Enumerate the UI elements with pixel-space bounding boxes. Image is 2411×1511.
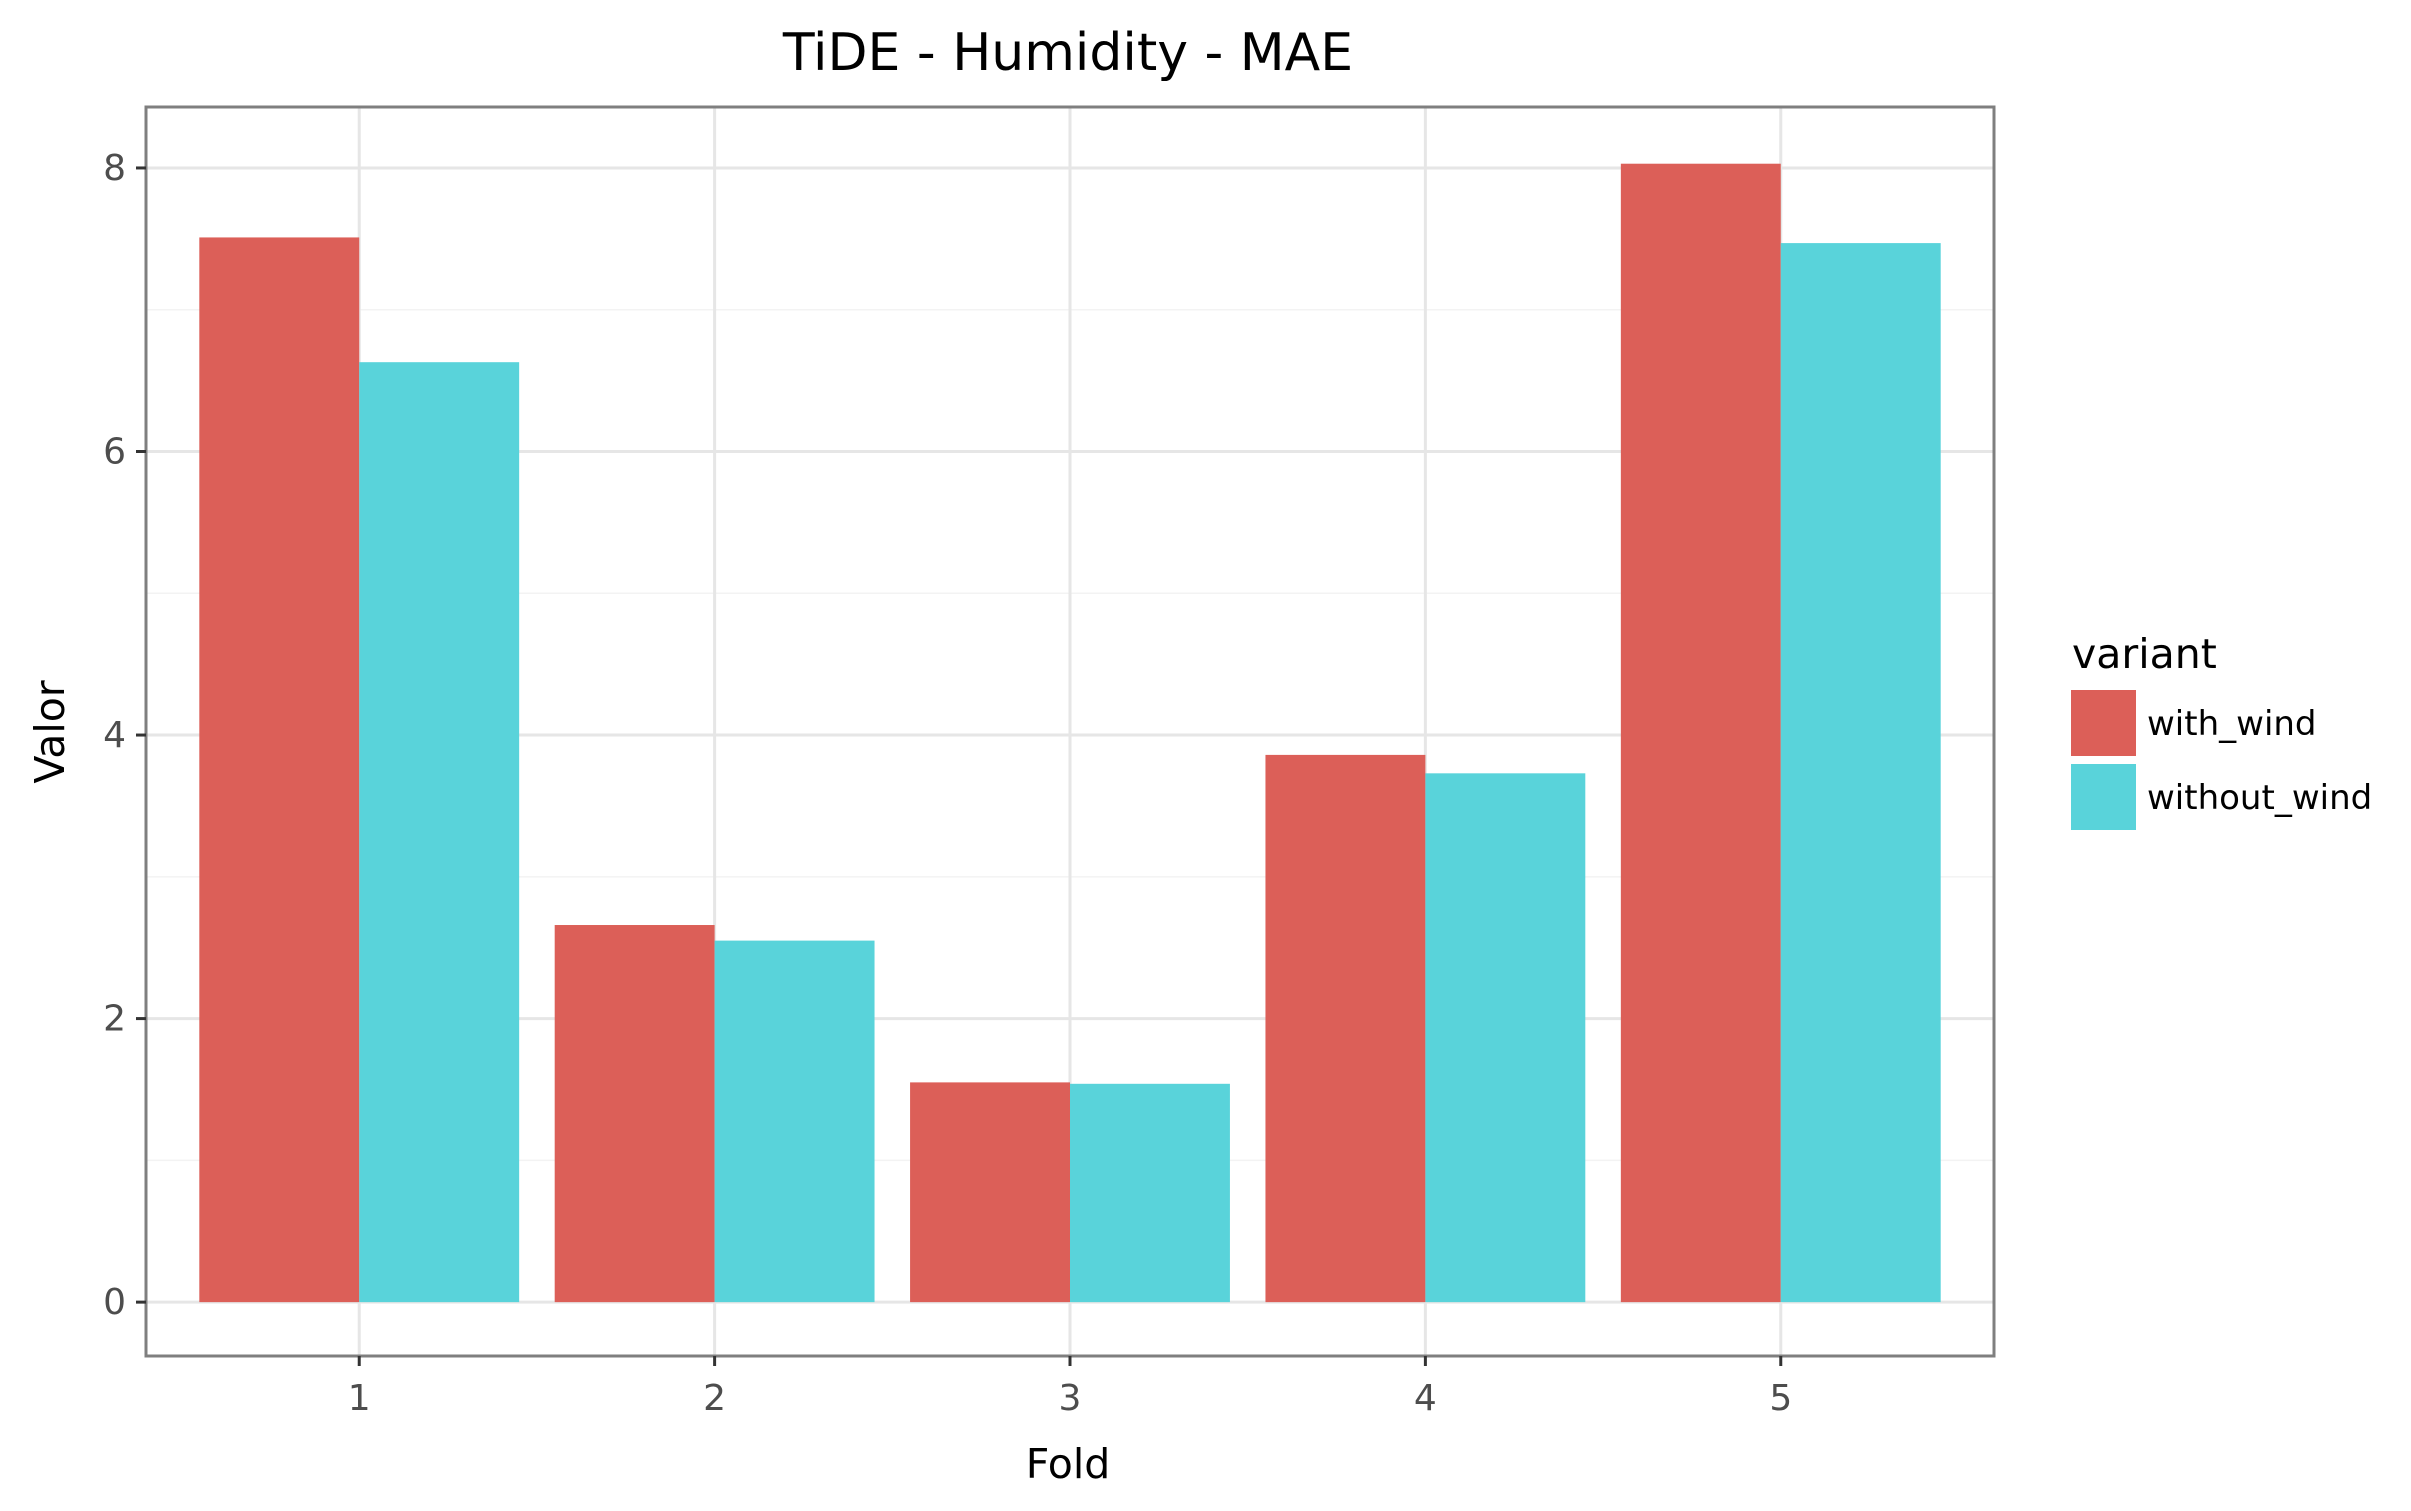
legend-label-with_wind: with_wind (2147, 704, 2317, 744)
bar-without_wind-fold-3 (1070, 1083, 1230, 1303)
bar-with_wind-fold-3 (910, 1082, 1070, 1303)
x-tick-label: 2 (703, 1378, 726, 1419)
bar-without_wind-fold-2 (714, 940, 875, 1303)
chart-title: TiDE - Humidity - MAE (782, 23, 1353, 83)
y-axis-title: Valor (26, 680, 74, 783)
legend-key-with_wind (2071, 690, 2136, 756)
x-axis-title: Fold (1026, 1440, 1111, 1488)
bar-with_wind-fold-4 (1265, 754, 1426, 1303)
x-tick-label: 3 (1059, 1378, 1082, 1419)
bar-with_wind-fold-2 (554, 925, 715, 1303)
x-tick-label: 1 (348, 1378, 371, 1419)
bars (199, 163, 1941, 1303)
x-tick-label: 4 (1414, 1378, 1437, 1419)
x-axis: 1 2 3 4 5 (348, 1356, 1792, 1419)
x-tick-label: 5 (1769, 1378, 1792, 1419)
y-tick-label: 6 (103, 432, 126, 473)
bar-with_wind-fold-1 (199, 237, 360, 1303)
legend-label-without_wind: without_wind (2147, 778, 2372, 818)
y-axis: 0 2 4 6 8 (103, 148, 146, 1323)
bar-without_wind-fold-1 (359, 362, 520, 1303)
y-tick-label: 4 (103, 715, 126, 756)
bar-without_wind-fold-5 (1780, 243, 1941, 1303)
y-tick-label: 8 (103, 148, 126, 189)
legend-key-without_wind (2071, 764, 2136, 830)
bar-with_wind-fold-5 (1620, 163, 1781, 1303)
y-tick-label: 0 (103, 1282, 126, 1323)
legend: variant with_wind without_wind (2071, 630, 2372, 830)
bar-without_wind-fold-4 (1425, 773, 1586, 1303)
y-tick-label: 2 (103, 999, 126, 1040)
legend-title: variant (2072, 630, 2217, 678)
